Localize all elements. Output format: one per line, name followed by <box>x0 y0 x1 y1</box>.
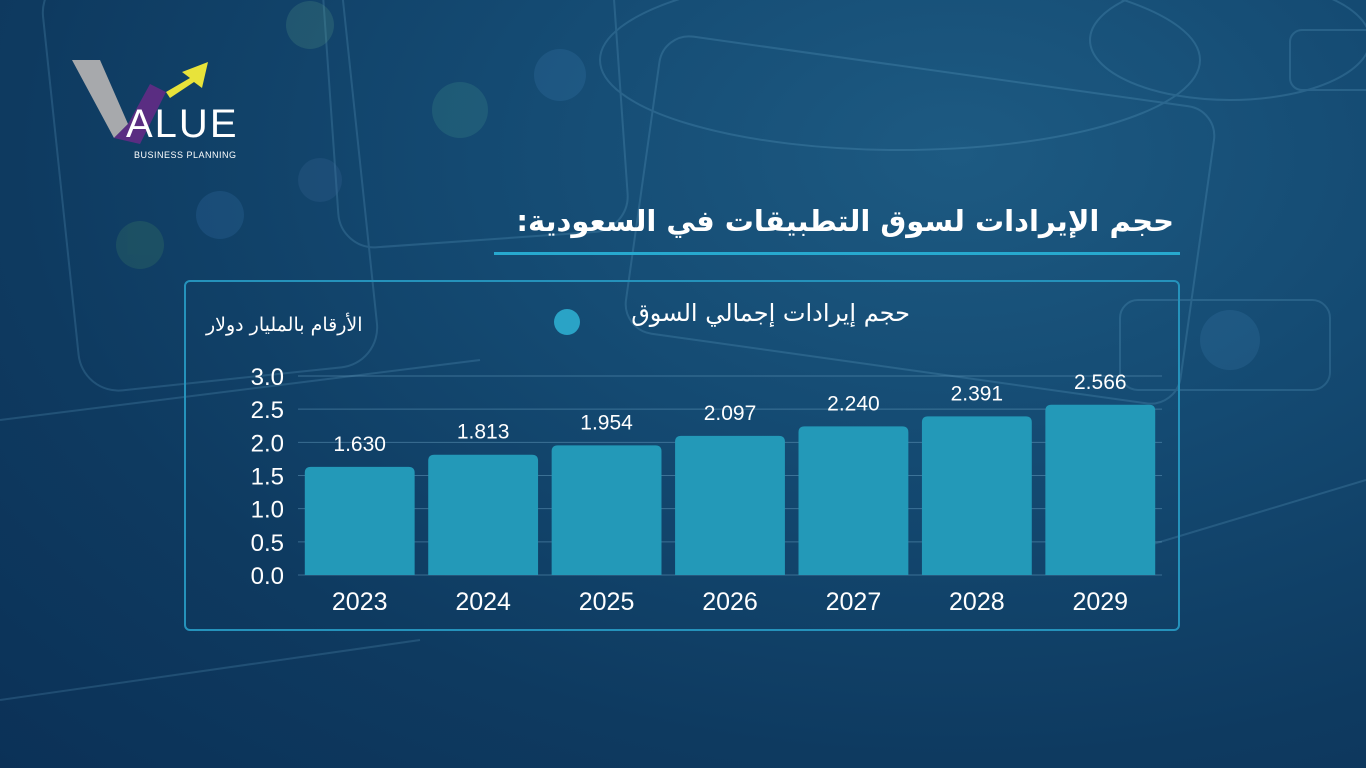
legend-swatch <box>540 309 580 335</box>
y-tick-label: 3.0 <box>251 364 284 391</box>
y-axis-unit-label: الأرقام بالمليار دولار <box>206 314 363 336</box>
x-tick-label: 2026 <box>702 588 758 616</box>
company-logo <box>72 60 208 144</box>
data-label: 2.391 <box>951 382 1004 405</box>
data-label: 1.954 <box>580 411 633 434</box>
x-tick-label: 2025 <box>579 588 635 616</box>
y-tick-label: 1.5 <box>251 464 284 491</box>
bar <box>798 426 909 575</box>
x-tick-label: 2028 <box>949 588 1005 616</box>
chart-frame <box>184 280 1180 631</box>
data-label: 1.630 <box>333 433 386 456</box>
page-title: حجم الإيرادات لسوق التطبيقات في السعودية… <box>516 204 1174 238</box>
y-tick-label: 0.0 <box>251 563 284 590</box>
y-tick-label: 1.0 <box>251 497 284 524</box>
logo-subtitle: BUSINESS PLANNING <box>134 150 237 160</box>
legend-label: حجم إيرادات إجمالي السوق <box>631 299 910 327</box>
bar <box>551 445 662 575</box>
bar <box>428 454 539 575</box>
data-label: 2.566 <box>1074 371 1127 394</box>
data-label: 2.097 <box>704 402 757 425</box>
x-tick-label: 2024 <box>455 588 511 616</box>
x-tick-label: 2027 <box>826 588 882 616</box>
y-tick-label: 0.5 <box>251 530 284 557</box>
x-tick-label: 2029 <box>1072 588 1128 616</box>
logo-wordmark: ALUE <box>126 102 239 146</box>
bar <box>1045 404 1156 575</box>
bar <box>304 466 415 575</box>
data-label: 2.240 <box>827 392 880 415</box>
data-label: 1.813 <box>457 421 510 444</box>
bar <box>921 416 1032 575</box>
bar <box>675 435 785 575</box>
y-tick-label: 2.0 <box>251 430 284 457</box>
y-tick-label: 2.5 <box>251 397 284 424</box>
x-tick-label: 2023 <box>332 588 388 616</box>
title-underline <box>494 252 1180 255</box>
